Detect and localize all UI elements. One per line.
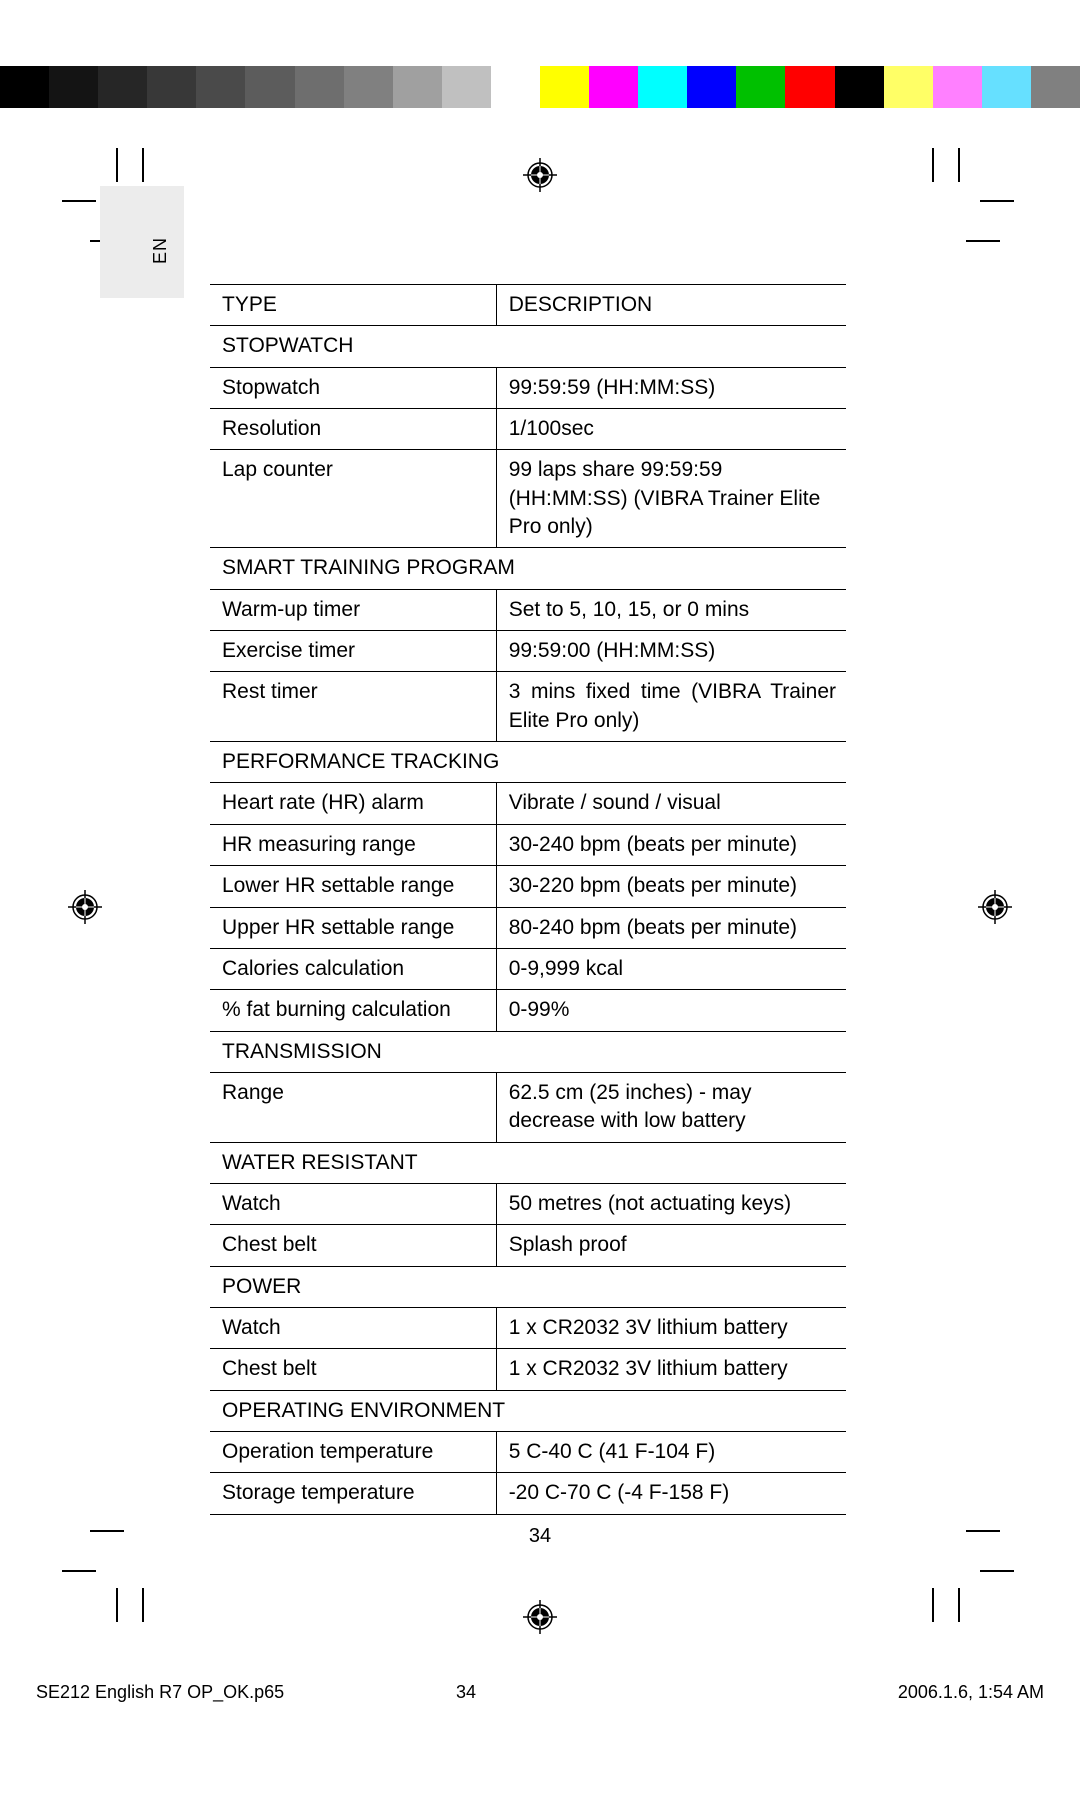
- spec-desc: 1 x CR2032 3V lithium battery: [496, 1307, 846, 1348]
- crop-mark: [958, 1588, 960, 1622]
- crop-mark: [142, 148, 144, 182]
- language-label: EN: [150, 237, 171, 264]
- crop-mark: [980, 200, 1014, 202]
- section-header: PERFORMANCE TRACKING: [210, 742, 846, 783]
- spec-desc: 50 metres (not actuating keys): [496, 1183, 846, 1224]
- spec-desc: Splash proof: [496, 1225, 846, 1266]
- spec-type: Watch: [210, 1307, 496, 1348]
- section-header: TRANSMISSION: [210, 1031, 846, 1072]
- registration-mark-icon: [523, 1600, 557, 1634]
- spec-type: Calories calculation: [210, 948, 496, 989]
- margin-gray-box: [100, 186, 184, 298]
- spec-type: Range: [210, 1072, 496, 1142]
- spec-type: Chest belt: [210, 1225, 496, 1266]
- section-header: WATER RESISTANT: [210, 1142, 846, 1183]
- page-number: 34: [529, 1525, 551, 1548]
- section-header: OPERATING ENVIRONMENT: [210, 1390, 846, 1431]
- spec-desc: 3 mins fixed time (VIBRA Trainer Elite P…: [496, 672, 846, 742]
- crop-mark: [62, 200, 96, 202]
- spec-table: TYPEDESCRIPTIONSTOPWATCHStopwatch99:59:5…: [210, 284, 846, 1515]
- spec-type: Rest timer: [210, 672, 496, 742]
- spec-desc: Set to 5, 10, 15, or 0 mins: [496, 589, 846, 630]
- registration-mark-icon: [978, 890, 1012, 924]
- registration-mark-icon: [68, 890, 102, 924]
- header-type: TYPE: [210, 285, 496, 326]
- footer-filename: SE212 English R7 OP_OK.p65: [36, 1682, 284, 1703]
- header-desc: DESCRIPTION: [496, 285, 846, 326]
- crop-mark: [980, 1570, 1014, 1572]
- grayscale-bar: [0, 66, 540, 108]
- spec-type: Storage temperature: [210, 1473, 496, 1514]
- color-bar: [540, 66, 1080, 108]
- spec-desc: 5 C-40 C (41 F-104 F): [496, 1431, 846, 1472]
- spec-type: Upper HR settable range: [210, 907, 496, 948]
- crop-mark: [932, 1588, 934, 1622]
- spec-type: Chest belt: [210, 1349, 496, 1390]
- spec-desc: 0-99%: [496, 990, 846, 1031]
- spec-type: Exercise timer: [210, 631, 496, 672]
- spec-desc: 62.5 cm (25 inches) - may decrease with …: [496, 1072, 846, 1142]
- spec-desc: 1/100sec: [496, 409, 846, 450]
- crop-mark: [958, 148, 960, 182]
- section-header: SMART TRAINING PROGRAM: [210, 548, 846, 589]
- crop-mark: [116, 1588, 118, 1622]
- spec-desc: Vibrate / sound / visual: [496, 783, 846, 824]
- spec-type: Lap counter: [210, 450, 496, 548]
- spec-type: Heart rate (HR) alarm: [210, 783, 496, 824]
- spec-type: Watch: [210, 1183, 496, 1224]
- spec-type: Lower HR settable range: [210, 866, 496, 907]
- crop-mark: [966, 240, 1000, 242]
- color-calibration-bars: [0, 66, 1080, 108]
- spec-desc: 1 x CR2032 3V lithium battery: [496, 1349, 846, 1390]
- spec-desc: -20 C-70 C (-4 F-158 F): [496, 1473, 846, 1514]
- registration-mark-icon: [523, 158, 557, 192]
- spec-type: Operation temperature: [210, 1431, 496, 1472]
- crop-mark: [932, 148, 934, 182]
- spec-desc: 30-220 bpm (beats per minute): [496, 866, 846, 907]
- spec-type: Stopwatch: [210, 367, 496, 408]
- spec-desc: 99:59:00 (HH:MM:SS): [496, 631, 846, 672]
- crop-mark: [116, 148, 118, 182]
- spec-desc: 0-9,999 kcal: [496, 948, 846, 989]
- spec-desc: 99:59:59 (HH:MM:SS): [496, 367, 846, 408]
- spec-type: Warm-up timer: [210, 589, 496, 630]
- footer-date: 2006.1.6, 1:54 AM: [898, 1682, 1044, 1703]
- spec-desc: 80-240 bpm (beats per minute): [496, 907, 846, 948]
- crop-mark: [142, 1588, 144, 1622]
- crop-mark: [966, 1530, 1000, 1532]
- spec-type: % fat burning calculation: [210, 990, 496, 1031]
- footer-page: 34: [456, 1682, 476, 1703]
- spec-type: Resolution: [210, 409, 496, 450]
- section-header: POWER: [210, 1266, 846, 1307]
- spec-desc: 30-240 bpm (beats per minute): [496, 824, 846, 865]
- spec-desc: 99 laps share 99:59:59 (HH:MM:SS) (VIBRA…: [496, 450, 846, 548]
- crop-mark: [62, 1570, 96, 1572]
- section-header: STOPWATCH: [210, 326, 846, 367]
- spec-type: HR measuring range: [210, 824, 496, 865]
- crop-mark: [90, 1530, 124, 1532]
